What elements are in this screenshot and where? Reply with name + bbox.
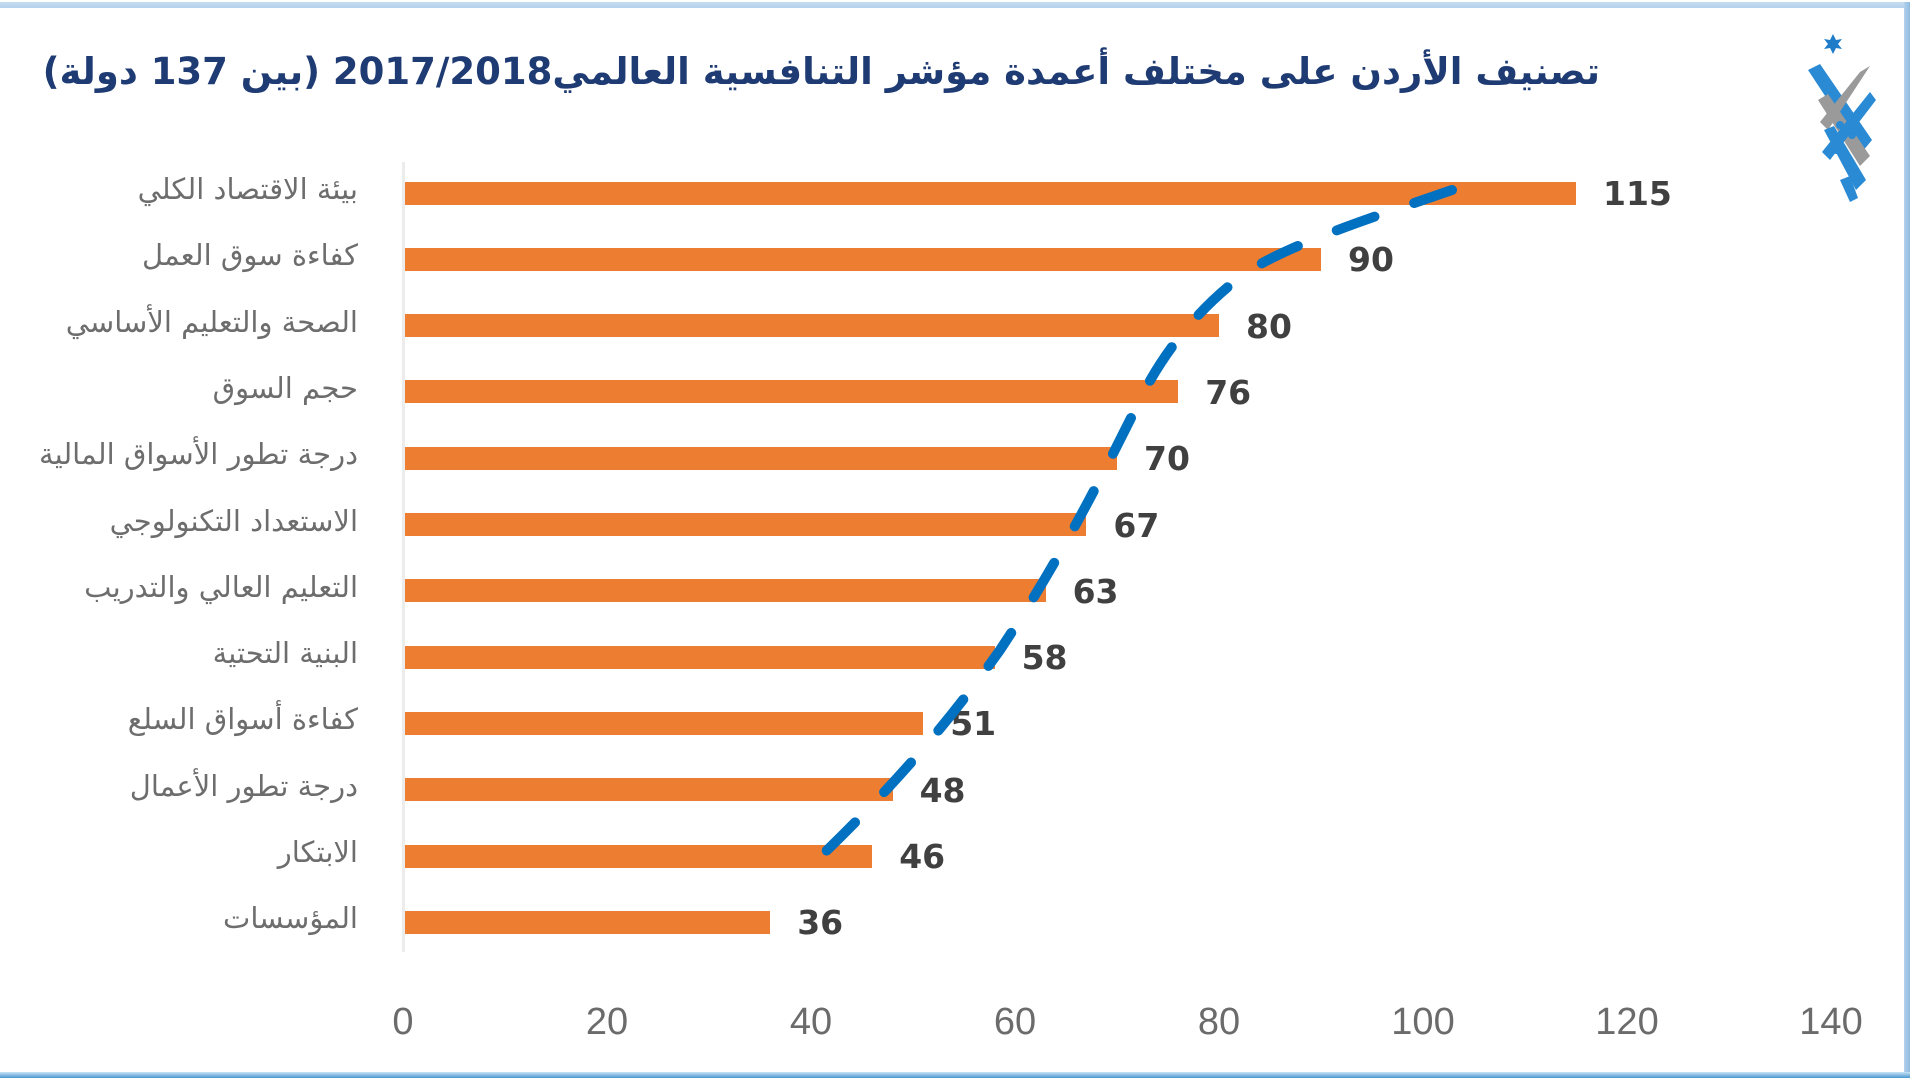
- x-axis-tick-label: 140: [1799, 1001, 1863, 1043]
- bar: [405, 446, 1117, 470]
- bar-value-label: 58: [1021, 638, 1068, 678]
- bar-value-label: 80: [1246, 306, 1292, 346]
- category-label: كفاءة سوق العمل: [142, 238, 358, 273]
- frame-bottom-border: [0, 1072, 1910, 1078]
- bar: [405, 844, 873, 868]
- bar-value-label: 51: [950, 704, 997, 744]
- category-label: الابتكار: [277, 835, 358, 869]
- x-axis-tick-label: 20: [585, 1001, 629, 1043]
- bar: [405, 247, 1321, 271]
- category-label: درجة تطور الأعمال: [129, 768, 358, 803]
- bar-value-label: 70: [1144, 439, 1190, 479]
- x-axis-tick-label: 80: [1197, 1001, 1241, 1043]
- bar-value-label: 115: [1603, 174, 1672, 213]
- bar: [405, 778, 893, 802]
- category-label: كفاءة أسواق السلع: [127, 702, 358, 737]
- bar-value-label: 48: [919, 770, 966, 810]
- bar-value-label: 63: [1072, 571, 1119, 611]
- bar: [405, 314, 1219, 338]
- chart-title: تصنيف الأردن على مختلف أعمدة مؤشر التناف…: [42, 50, 1600, 93]
- bar: [405, 579, 1046, 603]
- frame-top-border: [0, 2, 1910, 8]
- bar: [405, 645, 995, 669]
- y-axis-line: [402, 162, 405, 952]
- bar: [405, 513, 1087, 536]
- bar-value-label: 90: [1348, 240, 1394, 280]
- bar-value-label: 76: [1205, 372, 1252, 412]
- category-label: التعليم العالي والتدريب: [84, 569, 358, 604]
- category-label: البنية التحتية: [212, 636, 358, 671]
- category-label: الصحة والتعليم الأساسي: [65, 304, 358, 339]
- bar: [405, 711, 924, 735]
- category-label: بيئة الاقتصاد الكلي: [137, 172, 358, 206]
- category-label: المؤسسات: [223, 901, 358, 936]
- x-axis-tick-label: 40: [789, 1001, 833, 1043]
- bar-value-label: 46: [899, 837, 946, 876]
- bar: [405, 380, 1179, 404]
- x-axis-tick-label: 60: [993, 1001, 1037, 1043]
- category-label: درجة تطور الأسواق المالية: [39, 437, 358, 472]
- category-label: الاستعداد التكنولوجي: [109, 503, 358, 538]
- frame-right-border: [1904, 2, 1910, 1078]
- bar-value-label: 67: [1113, 505, 1160, 545]
- category-label: حجم السوق: [212, 370, 358, 405]
- x-axis-tick-label: 0: [392, 1001, 414, 1043]
- bar: [405, 910, 771, 934]
- x-axis-tick-label: 100: [1391, 1001, 1455, 1043]
- jordan-emblem-logo-icon: [1808, 34, 1876, 202]
- bar: [405, 181, 1576, 205]
- bar-value-label: 36: [797, 903, 844, 943]
- x-axis-tick-label: 120: [1595, 1001, 1659, 1043]
